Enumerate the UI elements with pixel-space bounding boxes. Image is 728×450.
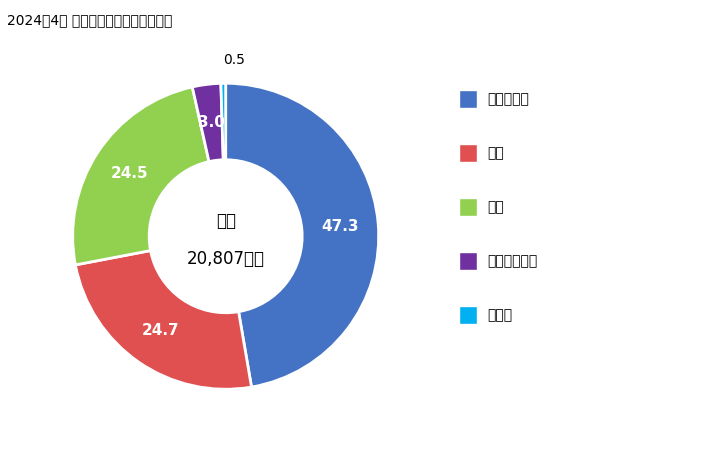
Wedge shape (73, 87, 209, 265)
Text: 中国: 中国 (488, 146, 505, 160)
Text: 20,807万円: 20,807万円 (186, 250, 265, 268)
Text: 24.5: 24.5 (111, 166, 149, 181)
Text: 総額: 総額 (215, 212, 236, 230)
Wedge shape (221, 83, 226, 160)
Text: 3.0: 3.0 (198, 115, 225, 130)
Text: 47.3: 47.3 (321, 219, 359, 234)
Text: 24.7: 24.7 (141, 323, 179, 338)
Wedge shape (192, 83, 223, 162)
Wedge shape (226, 83, 379, 387)
Text: その他: その他 (488, 308, 513, 322)
Wedge shape (76, 251, 251, 389)
Text: イスラエル: イスラエル (488, 92, 530, 106)
Text: 0.5: 0.5 (223, 53, 245, 68)
Text: 台湾: 台湾 (488, 200, 505, 214)
Text: オーストリア: オーストリア (488, 254, 538, 268)
Text: 2024年4月 輸入相手国のシェア（％）: 2024年4月 輸入相手国のシェア（％） (7, 14, 173, 27)
